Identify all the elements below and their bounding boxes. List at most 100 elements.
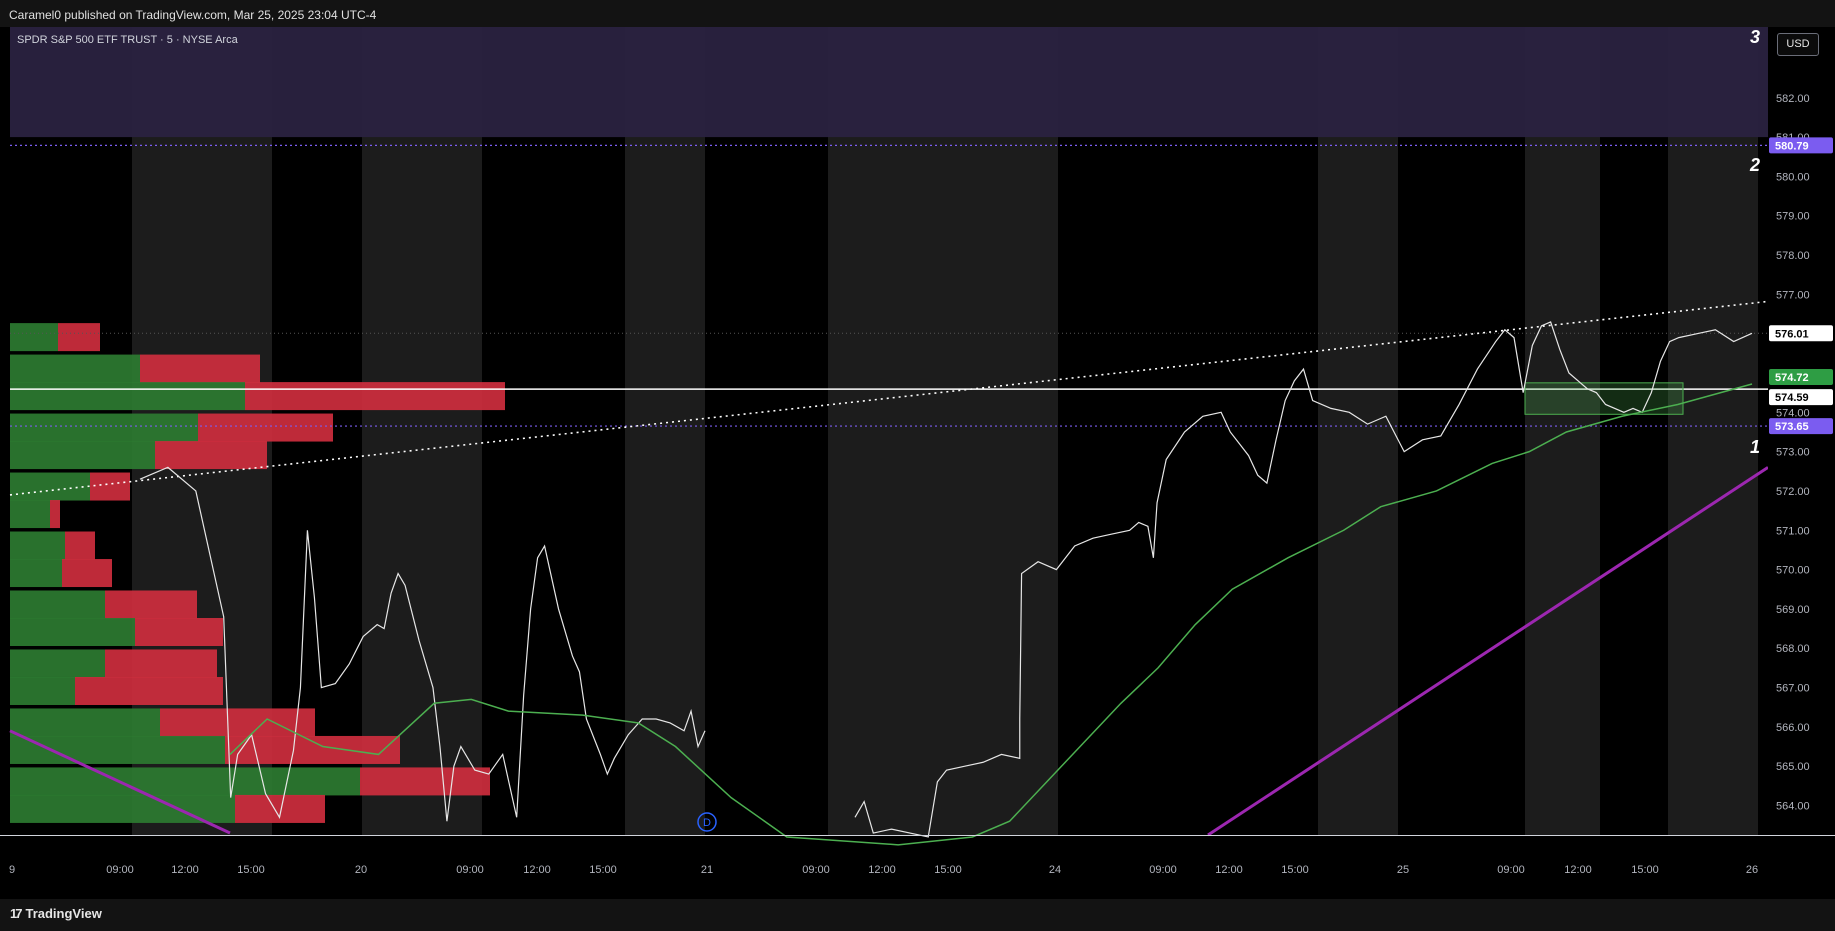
- volume-profile-buy-bar: [10, 531, 65, 560]
- currency-button[interactable]: USD: [1777, 33, 1819, 56]
- volume-profile-sell-bar: [65, 531, 95, 560]
- volume-profile-buy-bar: [10, 413, 198, 442]
- chart-frame[interactable]: D582.00581.00580.00579.00578.00577.00576…: [0, 27, 1835, 899]
- price-label-text: 574.59: [1775, 392, 1809, 404]
- moving-average-line: [229, 383, 1753, 846]
- price-axis-tick: 565.00: [1776, 761, 1810, 773]
- session-band: [625, 27, 705, 835]
- volume-profile-buy-bar: [10, 590, 105, 619]
- volume-profile-sell-bar: [198, 413, 333, 442]
- volume-profile-buy-bar: [10, 767, 360, 796]
- price-axis-tick: 564.00: [1776, 801, 1810, 813]
- volume-profile-sell-bar: [135, 618, 223, 647]
- time-axis-tick: 26: [1746, 864, 1758, 876]
- time-axis-tick: 15:00: [237, 864, 265, 876]
- price-axis-tick: 566.00: [1776, 722, 1810, 734]
- price-axis-tick: 580.00: [1776, 171, 1810, 183]
- price-label-text: 576.01: [1775, 328, 1809, 340]
- volume-profile-buy-bar: [10, 323, 58, 352]
- time-axis-tick: 09:00: [106, 864, 134, 876]
- volume-profile-sell-bar: [105, 649, 217, 678]
- time-axis-tick: 12:00: [523, 864, 551, 876]
- price-axis-tick: 574.00: [1776, 407, 1810, 419]
- volume-profile-sell-bar: [62, 559, 112, 588]
- time-axis-tick: 15:00: [934, 864, 962, 876]
- time-axis-tick: 21: [701, 864, 713, 876]
- dividend-icon-label: D: [703, 817, 711, 829]
- footer-bar: 17 TradingView: [0, 899, 1835, 931]
- time-axis-tick: 24: [1049, 864, 1061, 876]
- publish-bar: Caramel0 published on TradingView.com, M…: [0, 0, 1835, 27]
- volume-profile-buy-bar: [10, 618, 135, 647]
- volume-profile-sell-bar: [360, 767, 490, 796]
- volume-profile-buy-bar: [10, 676, 75, 705]
- volume-profile-buy-bar: [10, 735, 225, 764]
- price-label-box: [1769, 137, 1833, 154]
- price-axis-tick: 568.00: [1776, 643, 1810, 655]
- volume-profile-buy-bar: [10, 559, 62, 588]
- price-label-box: [1769, 369, 1833, 386]
- zone-label-2: 2: [1750, 155, 1761, 175]
- price-label-text: 580.79: [1775, 140, 1809, 152]
- dotted-trend-line: [9, 300, 1769, 496]
- volume-profile-sell-bar: [225, 735, 400, 764]
- price-axis-tick: 569.00: [1776, 604, 1810, 616]
- price-axis-tick: 573.00: [1776, 447, 1810, 459]
- symbol-title: SPDR S&P 500 ETF TRUST · 5 · NYSE Arca: [17, 34, 238, 46]
- zone-label-1: 1: [1750, 437, 1761, 457]
- volume-profile-sell-bar: [75, 676, 223, 705]
- tradingview-logo[interactable]: 17 TradingView: [10, 906, 102, 921]
- price-label-text: 573.65: [1775, 421, 1809, 433]
- time-axis-tick: 12:00: [1215, 864, 1243, 876]
- volume-profile-sell-bar: [155, 441, 267, 470]
- time-axis-tick: 9: [9, 864, 15, 876]
- volume-profile-sell-bar: [245, 382, 505, 411]
- chart-svg[interactable]: D582.00581.00580.00579.00578.00577.00576…: [0, 27, 1835, 899]
- volume-profile-buy-bar: [10, 500, 50, 529]
- price-axis-tick: 567.00: [1776, 683, 1810, 695]
- session-band: [1318, 27, 1398, 835]
- volume-profile-sell-bar: [50, 500, 60, 529]
- consolidation-box: [1524, 382, 1684, 415]
- publish-info: Caramel0 published on TradingView.com, M…: [9, 8, 377, 22]
- session-band: [1525, 27, 1600, 835]
- time-axis-tick: 15:00: [1631, 864, 1659, 876]
- time-axis-tick: 12:00: [171, 864, 199, 876]
- time-axis-tick: 09:00: [1149, 864, 1177, 876]
- price-axis-tick: 572.00: [1776, 486, 1810, 498]
- zone-label-3: 3: [1750, 27, 1761, 47]
- price-line-segment-1: [139, 466, 706, 822]
- volume-profile-sell-bar: [140, 354, 260, 383]
- volume-profile-buy-bar: [10, 354, 140, 383]
- time-axis-tick: 15:00: [589, 864, 617, 876]
- price-label-box: [1769, 418, 1833, 435]
- time-axis-tick: 12:00: [1564, 864, 1592, 876]
- volume-profile-buy-bar: [10, 441, 155, 470]
- volume-profile-buy-bar: [10, 649, 105, 678]
- trend-line-lower-left: [9, 729, 231, 835]
- price-axis-tick: 577.00: [1776, 289, 1810, 301]
- trend-line-rising: [1207, 466, 1769, 837]
- time-axis-tick: 25: [1397, 864, 1409, 876]
- price-axis-tick: 570.00: [1776, 565, 1810, 577]
- price-label-text: 574.72: [1775, 372, 1809, 384]
- time-axis-tick: 12:00: [868, 864, 896, 876]
- volume-profile-sell-bar: [235, 794, 325, 823]
- price-axis-tick: 582.00: [1776, 93, 1810, 105]
- price-line-segment-2: [854, 321, 1753, 838]
- volume-profile-buy-bar: [10, 708, 160, 737]
- tradingview-brand: TradingView: [25, 906, 102, 921]
- time-axis-tick: 09:00: [456, 864, 484, 876]
- volume-profile-sell-bar: [160, 708, 315, 737]
- volume-profile-sell-bar: [58, 323, 100, 352]
- time-axis-tick: 15:00: [1281, 864, 1309, 876]
- volume-profile-sell-bar: [90, 472, 130, 501]
- price-label-box: [1769, 325, 1833, 342]
- premium-zone: [10, 27, 1768, 138]
- session-band: [1668, 27, 1758, 835]
- volume-profile-buy-bar: [10, 382, 245, 411]
- time-axis-tick: 20: [355, 864, 367, 876]
- volume-profile-sell-bar: [105, 590, 197, 619]
- price-label-box: [1769, 389, 1833, 406]
- time-axis-tick: 09:00: [1497, 864, 1525, 876]
